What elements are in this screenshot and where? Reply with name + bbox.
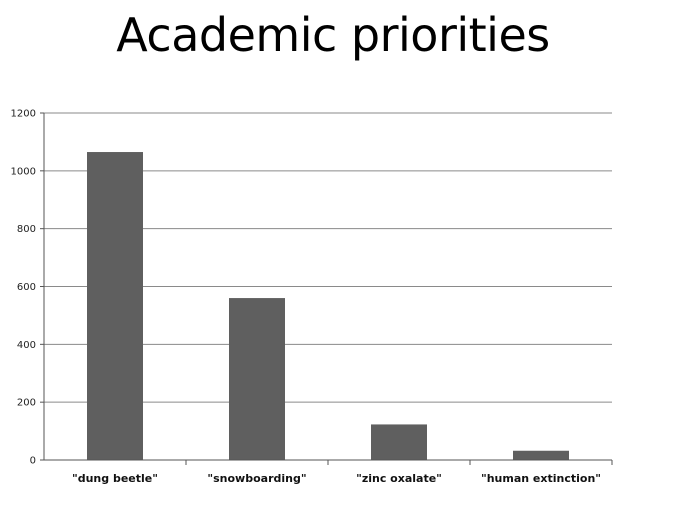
y-tick-label: 0 <box>30 456 36 467</box>
chart-title: Academic priorities <box>116 8 550 62</box>
bar <box>87 152 143 460</box>
labels: 0 200 400 600 800 1000 1200 "dung beetle" "snowb… <box>11 109 601 486</box>
x-category-label: "human extinction" <box>481 472 601 485</box>
axes <box>40 112 613 465</box>
y-tick-label: 200 <box>17 398 36 409</box>
bar <box>229 298 285 460</box>
y-tick-label: 600 <box>17 282 36 293</box>
bars <box>87 152 569 460</box>
bar <box>371 424 427 460</box>
x-category-label: "zinc oxalate" <box>356 472 442 485</box>
x-category-label: "snowboarding" <box>207 472 306 485</box>
y-tick-label: 1200 <box>11 109 36 120</box>
y-tick-label: 1000 <box>11 166 36 177</box>
y-tick-label: 800 <box>17 224 36 235</box>
y-tick-label: 400 <box>17 340 36 351</box>
x-category-label: "dung beetle" <box>72 472 158 485</box>
bar <box>513 450 569 460</box>
